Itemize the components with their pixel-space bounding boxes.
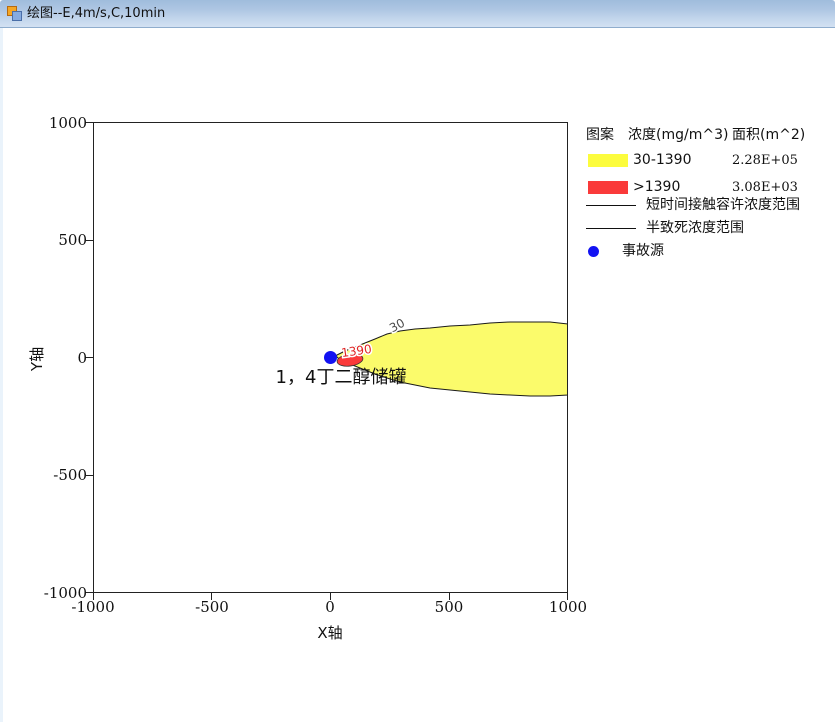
legend-row-yellow: 30-1390 2.28E+05 <box>586 151 834 169</box>
red-region-1390 <box>336 353 364 367</box>
x-tick-mark <box>211 593 212 600</box>
legend-label: >1390 <box>633 179 681 195</box>
y-tick-label: 0 <box>77 349 87 367</box>
legend-label: 30-1390 <box>633 152 692 168</box>
y-tick-mark <box>86 240 93 241</box>
chart-legend: 图案 浓度(mg/m^3) 面积(m^2) 30-1390 2.28E+05 >… <box>586 126 834 266</box>
titlebar[interactable]: 绘图--E,4m/s,C,10min <box>0 0 835 28</box>
y-tick-mark <box>86 122 93 123</box>
legend-label: 短时间接触容许浓度范围 <box>646 197 800 213</box>
source-point <box>324 351 337 364</box>
x-axis-title: X轴 <box>317 624 343 642</box>
contour-label-1390: 1390 <box>340 342 372 360</box>
legend-row-stel-line: 短时间接触容许浓度范围 <box>586 196 834 214</box>
legend-line-swatch <box>586 228 636 229</box>
window-icon[interactable] <box>7 6 23 22</box>
legend-label: 事故源 <box>622 243 664 259</box>
plot-area: 30 1390 1，4丁二醇储罐 <box>93 122 568 593</box>
legend-header-area: 面积(m^2) <box>732 127 806 143</box>
legend-row-red: >1390 3.08E+03 <box>586 178 834 196</box>
legend-swatch-red <box>588 181 628 194</box>
x-tick-label: -500 <box>195 598 229 616</box>
x-tick-mark <box>330 593 331 600</box>
legend-swatch-yellow <box>588 154 628 167</box>
x-tick-label: 0 <box>325 598 335 616</box>
x-tick-mark <box>93 593 94 600</box>
x-tick-label: 1000 <box>548 598 588 616</box>
legend-row-source: 事故源 <box>586 242 834 260</box>
x-tick-mark <box>449 593 450 600</box>
x-tick-label: 500 <box>434 598 464 616</box>
legend-label: 半致死浓度范围 <box>646 220 744 236</box>
client-area: 30 1390 1，4丁二醇储罐 -1000 -500 0 500 1000 1… <box>0 28 835 722</box>
legend-area-value: 3.08E+03 <box>732 180 798 195</box>
legend-source-dot <box>588 246 599 257</box>
y-tick-label: -1000 <box>43 584 87 602</box>
legend-line-swatch <box>586 205 636 206</box>
window-icon-front-square <box>12 11 22 21</box>
legend-row-lc50-line: 半致死浓度范围 <box>586 219 834 237</box>
x-tick-mark <box>567 593 568 600</box>
window-left-border <box>0 28 3 722</box>
legend-header-concentration: 浓度(mg/m^3) <box>628 127 729 143</box>
plume-region-30 <box>335 321 568 397</box>
y-tick-label: 1000 <box>48 114 87 132</box>
y-tick-mark <box>86 357 93 358</box>
legend-header-pattern: 图案 <box>586 127 614 143</box>
y-axis-title: Y轴 <box>28 346 46 372</box>
y-tick-mark <box>86 592 93 593</box>
annotation-text: 1，4丁二醇储罐 <box>276 367 407 388</box>
legend-area-value: 2.28E+05 <box>732 153 798 168</box>
window-title: 绘图--E,4m/s,C,10min <box>27 6 166 21</box>
y-tick-label: 500 <box>58 231 87 249</box>
plot-border <box>93 122 568 593</box>
contour-plot-canvas: 30 1390 1，4丁二醇储罐 <box>93 122 568 593</box>
y-tick-label: -500 <box>53 466 87 484</box>
y-tick-mark <box>86 475 93 476</box>
x-tick-label: -1000 <box>71 598 115 616</box>
